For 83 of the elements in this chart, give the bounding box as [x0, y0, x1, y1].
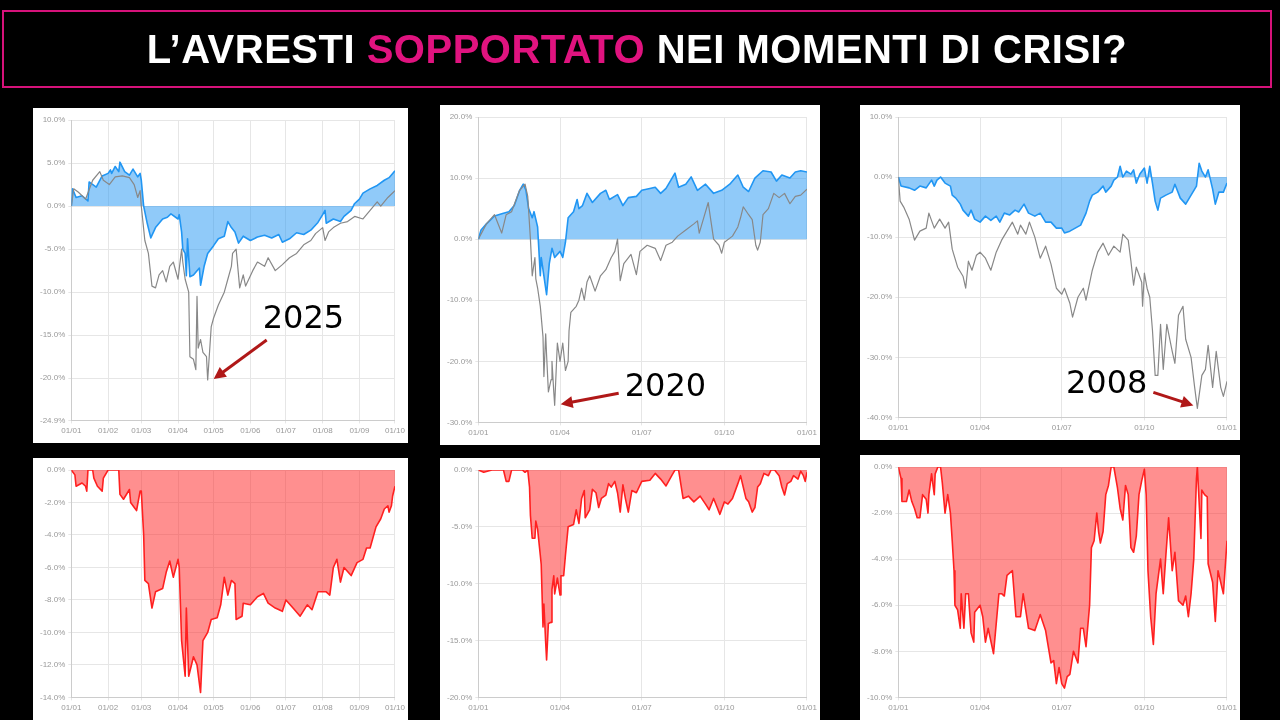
x-tick-label: 01/01: [468, 428, 489, 438]
y-tick-label: -10.0%: [39, 287, 66, 297]
annotation: 2025: [262, 298, 345, 337]
x-tick-label: 01/10: [1134, 423, 1155, 433]
x-tick-label: 01/01: [1216, 703, 1238, 713]
x-tick-label: 01/05: [203, 426, 225, 436]
x-tick-label: 01/06: [240, 703, 261, 713]
y-tick-label: -40.0%: [866, 412, 893, 422]
x-tick-label: 01/10: [1134, 703, 1155, 713]
y-tick-label: -5.0%: [44, 244, 66, 254]
x-tick-label: 01/07: [275, 426, 297, 436]
x-tick-label: 01/02: [98, 703, 119, 713]
y-tick-label: -30.0%: [866, 352, 893, 362]
y-tick-label: -15.0%: [39, 330, 66, 340]
y-tick-label: -10.0%: [866, 692, 893, 702]
x-tick-label: 01/08: [312, 426, 334, 436]
y-tick-label: -20.0%: [866, 292, 893, 302]
x-tick-label: 01/07: [1051, 703, 1073, 713]
y-tick-label: 20.0%: [449, 112, 473, 122]
y-tick-label: 10.0%: [42, 115, 66, 125]
y-tick-label: 0.0%: [454, 465, 473, 475]
x-tick-label: 01/02: [98, 426, 119, 436]
y-tick-label: 10.0%: [449, 173, 473, 183]
y-tick-label: -10.0%: [446, 578, 473, 588]
y-tick-label: -20.0%: [446, 356, 473, 366]
x-tick-label: 01/07: [1051, 423, 1073, 433]
x-tick-label: 01/04: [168, 703, 189, 713]
annotation: 2008: [1065, 362, 1148, 401]
x-tick-label: 01/03: [131, 426, 152, 436]
y-tick-label: 0.0%: [874, 172, 893, 182]
x-tick-label: 01/09: [349, 426, 370, 436]
x-tick-label: 01/10: [384, 703, 406, 713]
y-tick-label: -8.0%: [871, 646, 893, 656]
y-tick-label: 0.0%: [874, 462, 893, 472]
y-tick-label: 5.0%: [47, 158, 66, 168]
x-tick-label: 01/07: [631, 428, 653, 438]
x-tick-label: 01/03: [131, 703, 152, 713]
x-tick-label: 01/01: [888, 703, 909, 713]
x-tick-label: 01/06: [240, 426, 261, 436]
y-tick-label: -8.0%: [44, 595, 66, 605]
y-tick-label: -6.0%: [44, 562, 66, 572]
y-tick-label: -14.0%: [39, 692, 66, 702]
y-tick-label: -2.0%: [44, 497, 66, 507]
text: L’AVRESTI SOPPORTATO NEI MOMENTI DI CRISI?: [146, 26, 1128, 72]
x-tick-label: 01/04: [550, 703, 571, 713]
y-tick-label: -4.0%: [871, 554, 893, 564]
x-tick-label: 01/05: [203, 703, 225, 713]
x-tick-label: 01/01: [468, 703, 489, 713]
x-tick-label: 01/10: [384, 426, 406, 436]
y-tick-label: -12.0%: [39, 660, 66, 670]
x-tick-label: 01/07: [275, 703, 297, 713]
x-tick-label: 01/04: [168, 426, 189, 436]
x-tick-label: 01/04: [970, 703, 991, 713]
y-tick-label: -20.0%: [39, 373, 66, 383]
x-tick-label: 01/04: [550, 428, 571, 438]
x-tick-label: 01/09: [349, 703, 370, 713]
annotation: 2020: [624, 365, 707, 404]
y-tick-label: -6.0%: [871, 600, 893, 610]
y-tick-label: -4.0%: [44, 530, 66, 540]
x-tick-label: 01/08: [312, 703, 334, 713]
x-tick-label: 01/07: [631, 703, 653, 713]
x-tick-label: 01/04: [970, 423, 991, 433]
y-tick-label: -15.0%: [446, 635, 473, 645]
y-tick-label: -2.0%: [871, 508, 893, 518]
x-tick-label: 01/01: [1216, 423, 1238, 433]
x-tick-label: 01/01: [796, 703, 818, 713]
y-tick-label: -10.0%: [39, 627, 66, 637]
y-tick-label: 10.0%: [869, 112, 893, 122]
x-tick-label: 01/01: [888, 423, 909, 433]
x-tick-label: 01/01: [61, 426, 82, 436]
y-tick-label: -24.9%: [39, 415, 66, 425]
x-tick-label: 01/01: [796, 428, 818, 438]
y-tick-label: 0.0%: [47, 465, 66, 475]
y-tick-label: -20.0%: [446, 692, 473, 702]
y-tick-label: -5.0%: [451, 522, 473, 532]
x-tick-label: 01/01: [61, 703, 82, 713]
x-tick-label: 01/10: [714, 703, 735, 713]
y-tick-label: -30.0%: [446, 417, 473, 427]
y-tick-label: -10.0%: [866, 232, 893, 242]
x-tick-label: 01/10: [714, 428, 735, 438]
y-tick-label: -10.0%: [446, 295, 473, 305]
y-tick-label: 0.0%: [47, 201, 66, 211]
y-tick-label: 0.0%: [454, 234, 473, 244]
